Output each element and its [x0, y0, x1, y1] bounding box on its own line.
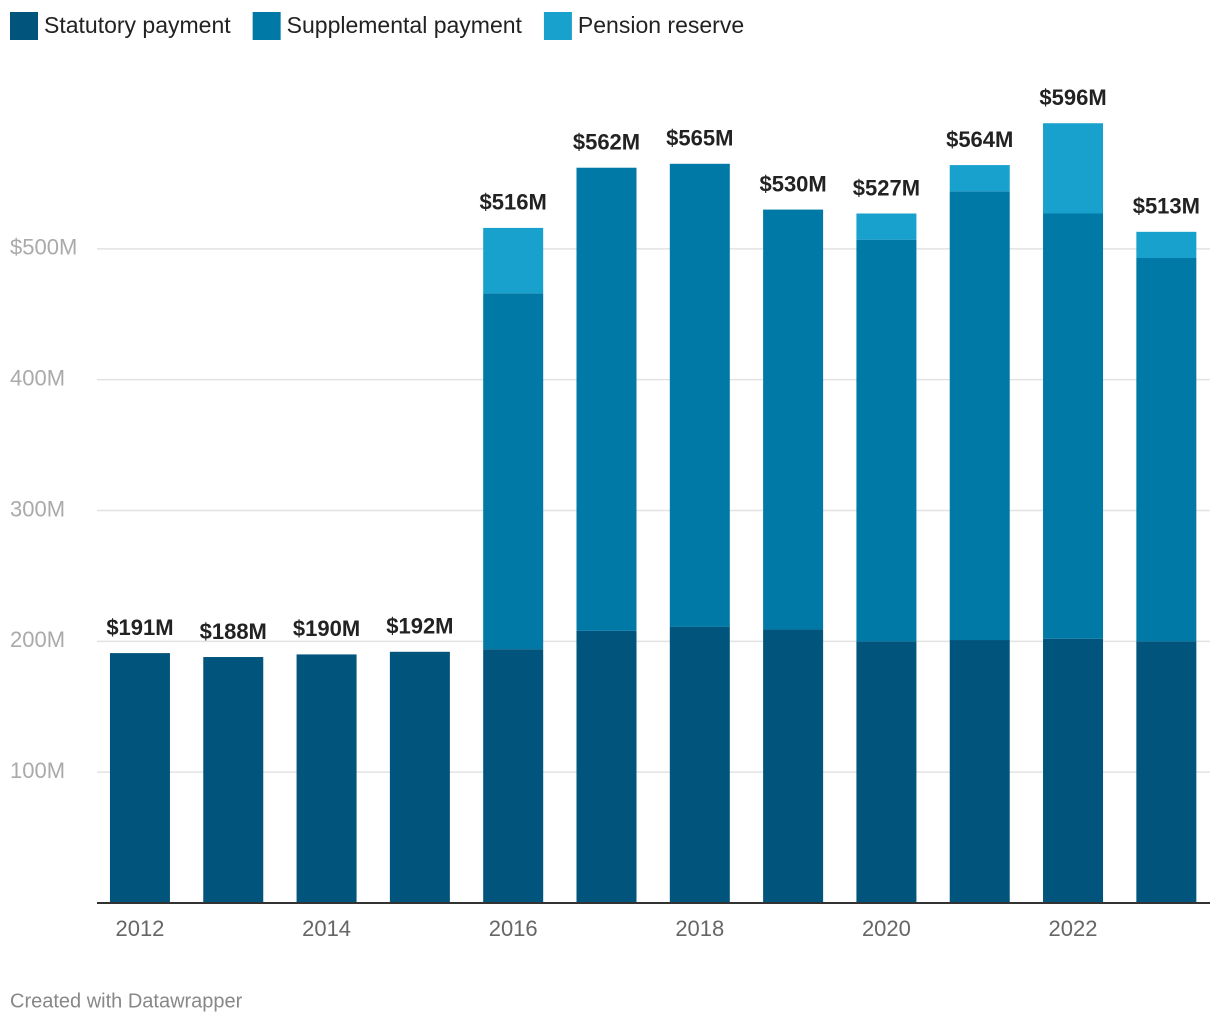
- bar-segment: [856, 641, 917, 903]
- bar-segment: [949, 640, 1010, 903]
- legend-swatch: [543, 12, 572, 40]
- bar-segment: [203, 657, 264, 903]
- bar-segment: [576, 167, 637, 631]
- bar-segment: [1136, 257, 1197, 642]
- total-label: $562M: [573, 130, 640, 155]
- bar-segment: [576, 630, 637, 903]
- bar-segment: [949, 191, 1010, 641]
- total-label: $190M: [293, 616, 360, 641]
- x-tick-label: 2016: [489, 916, 538, 941]
- bar-segment: [389, 651, 450, 903]
- bar-segment: [1136, 641, 1197, 903]
- x-tick-label: 2012: [115, 916, 164, 941]
- x-tick-label: 2022: [1049, 916, 1098, 941]
- bar-segment: [483, 649, 544, 903]
- total-label: $516M: [480, 190, 547, 215]
- total-label: $513M: [1133, 194, 1200, 219]
- bar-segment: [1136, 231, 1197, 258]
- y-tick-label: $500M: [10, 235, 77, 260]
- bar-segment: [483, 293, 544, 650]
- legend-label: Pension reserve: [578, 12, 744, 38]
- total-label: $596M: [1039, 85, 1106, 110]
- bar-segment: [1043, 638, 1104, 903]
- x-tick-label: 2020: [862, 916, 911, 941]
- total-label: $527M: [853, 175, 920, 200]
- y-tick-label: 300M: [10, 496, 65, 521]
- bar-segment: [296, 654, 357, 903]
- bar-segment: [483, 227, 544, 294]
- total-label: $530M: [759, 171, 826, 196]
- footer: Created with Datawrapper: [10, 990, 243, 1012]
- legend-label: Statutory payment: [44, 12, 231, 38]
- bar-segment: [1043, 123, 1104, 214]
- bar-segment: [1043, 213, 1104, 639]
- bar-segment: [856, 239, 917, 642]
- y-tick-label: 400M: [10, 365, 65, 390]
- legend-swatch: [252, 12, 281, 40]
- bar-segment: [669, 163, 730, 627]
- bar-segment: [949, 165, 1010, 192]
- bar-segment: [763, 629, 824, 903]
- legend-swatch: [10, 12, 38, 40]
- total-label: $191M: [106, 615, 173, 640]
- total-label: $565M: [666, 126, 733, 151]
- total-label: $564M: [946, 127, 1013, 152]
- bar-segment: [109, 653, 170, 903]
- y-tick-label: 100M: [10, 758, 65, 783]
- total-label: $192M: [386, 614, 453, 639]
- legend-label: Supplemental payment: [287, 12, 523, 38]
- total-label: $188M: [200, 619, 267, 644]
- bar-segment: [763, 209, 824, 630]
- x-tick-label: 2018: [675, 916, 724, 941]
- y-tick-label: 200M: [10, 627, 65, 652]
- bar-segment: [856, 213, 917, 240]
- x-tick-label: 2014: [302, 916, 351, 941]
- bar-segment: [669, 626, 730, 903]
